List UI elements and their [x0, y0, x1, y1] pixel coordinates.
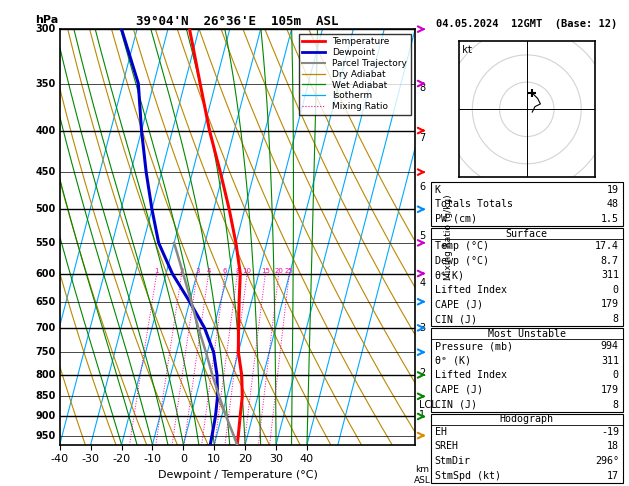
Text: -19: -19	[601, 427, 619, 437]
Text: 48: 48	[607, 199, 619, 209]
Text: 1: 1	[155, 267, 159, 274]
Text: 311: 311	[601, 270, 619, 280]
Text: 4: 4	[420, 278, 426, 288]
X-axis label: Dewpoint / Temperature (°C): Dewpoint / Temperature (°C)	[157, 470, 318, 480]
Text: 450: 450	[35, 167, 55, 177]
Text: 350: 350	[35, 79, 55, 88]
Text: CAPE (J): CAPE (J)	[435, 385, 482, 395]
Text: 3: 3	[195, 267, 199, 274]
Text: 600: 600	[35, 269, 55, 278]
Text: 17.4: 17.4	[595, 241, 619, 251]
Text: 6: 6	[223, 267, 228, 274]
Text: Lifted Index: Lifted Index	[435, 285, 507, 295]
Text: 5: 5	[420, 231, 426, 241]
Text: 400: 400	[35, 125, 55, 136]
Text: 550: 550	[35, 238, 55, 248]
Text: Pressure (mb): Pressure (mb)	[435, 341, 513, 351]
Text: Mixing Ratio (g/kg): Mixing Ratio (g/kg)	[445, 194, 454, 280]
Text: 3: 3	[420, 323, 426, 333]
Text: 850: 850	[35, 391, 55, 401]
Text: Totals Totals: Totals Totals	[435, 199, 513, 209]
Text: 500: 500	[35, 204, 55, 214]
Text: 8: 8	[235, 267, 240, 274]
Text: 994: 994	[601, 341, 619, 351]
Text: 800: 800	[35, 370, 55, 380]
Text: 179: 179	[601, 385, 619, 395]
Text: 300: 300	[35, 24, 55, 34]
Text: 25: 25	[285, 267, 294, 274]
Text: EH: EH	[435, 427, 447, 437]
Text: 2: 2	[179, 267, 184, 274]
Text: hPa: hPa	[35, 15, 58, 25]
Text: Surface: Surface	[506, 228, 548, 239]
Bar	[431, 182, 623, 226]
Text: 0: 0	[613, 285, 619, 295]
Text: 950: 950	[35, 431, 55, 440]
Text: 700: 700	[35, 323, 55, 333]
Text: 0: 0	[613, 370, 619, 381]
Text: 20: 20	[274, 267, 283, 274]
Text: 179: 179	[601, 299, 619, 310]
Text: 1: 1	[420, 410, 426, 420]
Bar	[431, 329, 623, 412]
Text: 750: 750	[35, 347, 55, 357]
Text: km
ASL: km ASL	[414, 466, 431, 485]
Text: θᵉ(K): θᵉ(K)	[435, 270, 465, 280]
Text: 6: 6	[420, 182, 426, 192]
Text: 15: 15	[261, 267, 270, 274]
Text: Dewp (°C): Dewp (°C)	[435, 256, 489, 266]
Bar	[431, 414, 623, 483]
Text: 04.05.2024  12GMT  (Base: 12): 04.05.2024 12GMT (Base: 12)	[436, 19, 618, 29]
Text: θᵉ (K): θᵉ (K)	[435, 356, 470, 366]
Text: 8: 8	[420, 83, 426, 92]
Text: 296°: 296°	[595, 456, 619, 466]
Text: CAPE (J): CAPE (J)	[435, 299, 482, 310]
Text: PW (cm): PW (cm)	[435, 214, 477, 224]
Text: 10: 10	[243, 267, 252, 274]
Text: CIN (J): CIN (J)	[435, 314, 477, 324]
Text: StmDir: StmDir	[435, 456, 470, 466]
Text: Temp (°C): Temp (°C)	[435, 241, 489, 251]
Text: 7: 7	[420, 134, 426, 143]
Text: CIN (J): CIN (J)	[435, 399, 477, 410]
Text: 2: 2	[420, 368, 426, 378]
Text: LCL: LCL	[420, 399, 437, 410]
Text: 8: 8	[613, 399, 619, 410]
Bar	[431, 228, 623, 326]
Text: 4: 4	[206, 267, 211, 274]
Text: 8: 8	[613, 314, 619, 324]
Text: 18: 18	[607, 441, 619, 451]
Text: 650: 650	[35, 297, 55, 307]
Text: SREH: SREH	[435, 441, 459, 451]
Text: 311: 311	[601, 356, 619, 366]
Text: 900: 900	[35, 412, 55, 421]
Title: 39°04'N  26°36'E  105m  ASL: 39°04'N 26°36'E 105m ASL	[136, 15, 338, 28]
Text: 19: 19	[607, 185, 619, 195]
Text: StmSpd (kt): StmSpd (kt)	[435, 470, 501, 481]
Text: kt: kt	[462, 45, 473, 55]
Text: 1.5: 1.5	[601, 214, 619, 224]
Text: Lifted Index: Lifted Index	[435, 370, 507, 381]
Text: 8.7: 8.7	[601, 256, 619, 266]
Text: Most Unstable: Most Unstable	[487, 329, 566, 339]
Text: 17: 17	[607, 470, 619, 481]
Legend: Temperature, Dewpoint, Parcel Trajectory, Dry Adiabat, Wet Adiabat, Isotherm, Mi: Temperature, Dewpoint, Parcel Trajectory…	[299, 34, 411, 115]
Text: Hodograph: Hodograph	[500, 414, 554, 424]
Text: K: K	[435, 185, 441, 195]
